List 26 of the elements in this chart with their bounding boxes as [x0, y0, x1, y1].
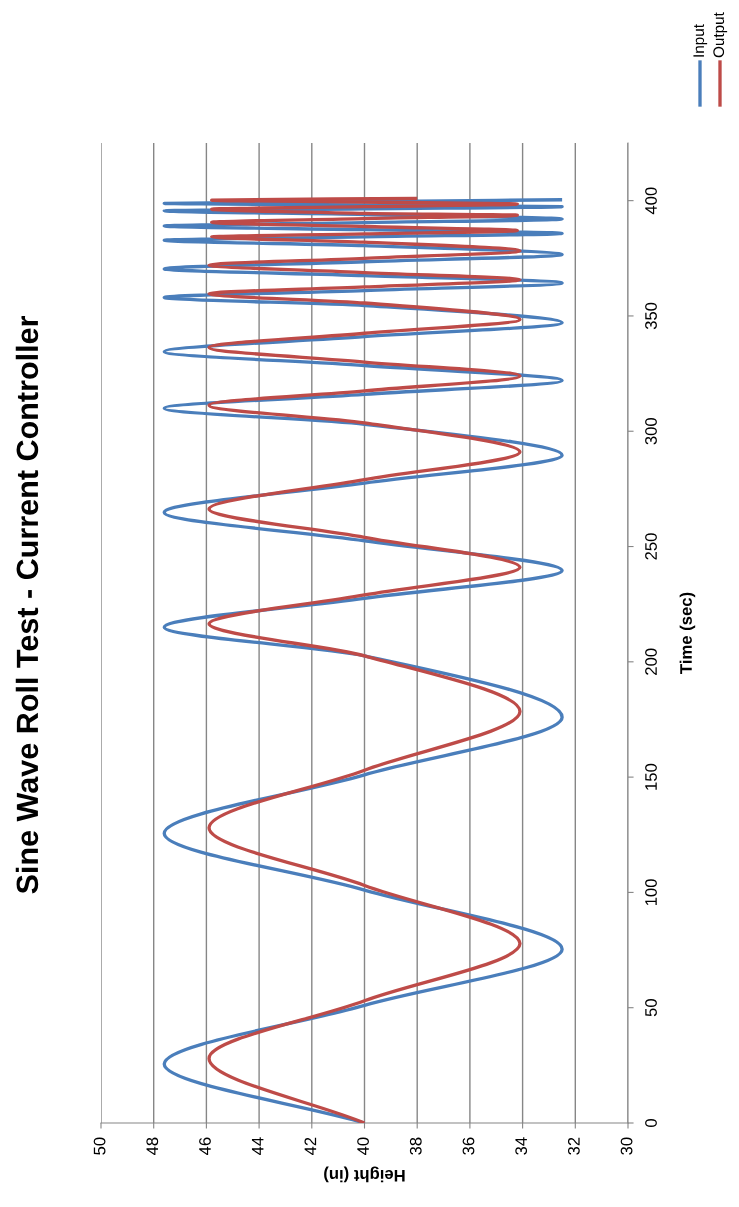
line-series	[207, 196, 522, 1123]
text: Input	[693, 24, 708, 57]
x-axis-title: Height (in)	[324, 1166, 405, 1183]
x-tick-label: 44	[251, 1137, 264, 1156]
y-tick-label: 350	[645, 302, 657, 330]
x-tick-label: 42	[304, 1137, 317, 1156]
x-tick-label: 48	[146, 1137, 159, 1156]
x-tick-label: 32	[567, 1137, 580, 1155]
y-tick-label: 200	[645, 648, 657, 675]
x-tick-label: 30	[620, 1137, 633, 1155]
y-tick-label: 300	[645, 417, 657, 445]
y-tick-label: 0	[645, 1119, 657, 1127]
text: Sine Wave Roll Test - Current Controller	[15, 315, 39, 894]
x-tick-label: 38	[409, 1137, 422, 1155]
y-tick-label: 250	[645, 533, 657, 560]
y-tick-label: 150	[645, 763, 657, 790]
y-axis-title: Time (sec)	[679, 592, 696, 674]
x-tick-label: 40	[357, 1137, 369, 1156]
y-tick-label: 50	[645, 999, 657, 1017]
x-tick-label: 50	[93, 1137, 106, 1155]
x-tick-label: 46	[199, 1137, 211, 1156]
y-tick-label: 400	[645, 187, 657, 215]
text: Output	[713, 12, 728, 58]
x-tick-label: 34	[515, 1137, 528, 1155]
x-tick-label: 36	[462, 1137, 475, 1155]
y-tick-label: 100	[645, 879, 657, 906]
